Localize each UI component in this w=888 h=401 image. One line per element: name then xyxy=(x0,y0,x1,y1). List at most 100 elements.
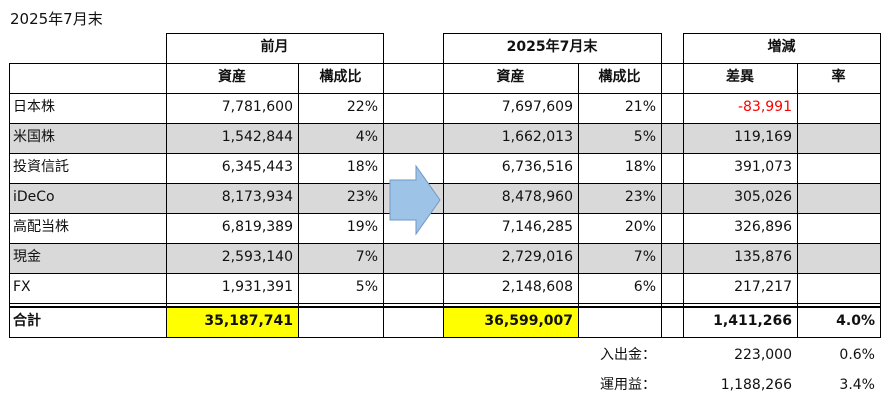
breakdown-value[interactable]: 1,188,266 xyxy=(720,377,792,393)
prev-asset-cell[interactable]: 6,819,389 xyxy=(221,219,293,235)
prev-asset-cell[interactable]: 6,345,443 xyxy=(221,159,293,175)
grid-line xyxy=(797,63,798,338)
subheader-curr-asset[interactable]: 資産 xyxy=(496,69,525,85)
curr-ratio-cell[interactable]: 21% xyxy=(624,99,656,115)
grid-line xyxy=(683,33,881,34)
prev-ratio-cell[interactable]: 5% xyxy=(355,279,378,295)
prev-asset-cell[interactable]: 8,173,934 xyxy=(221,189,293,205)
total-prev-asset[interactable]: 35,187,741 xyxy=(204,313,293,329)
curr-ratio-cell[interactable]: 18% xyxy=(624,159,656,175)
total-highlight xyxy=(444,308,578,337)
total-highlight xyxy=(167,308,298,337)
curr-ratio-cell[interactable]: 7% xyxy=(633,249,656,265)
rate-cell[interactable] xyxy=(797,183,880,213)
grid-line xyxy=(166,33,384,34)
prev-asset-cell[interactable]: 2,593,140 xyxy=(221,249,293,265)
subheader-diff[interactable]: 差異 xyxy=(726,69,754,85)
grid-line xyxy=(9,307,881,308)
grid-line xyxy=(578,63,579,338)
rate-cell[interactable] xyxy=(797,123,880,153)
grid-line xyxy=(443,33,444,64)
breakdown-value[interactable]: 223,000 xyxy=(734,347,792,363)
curr-ratio-cell[interactable]: 23% xyxy=(624,189,656,205)
prev-asset-cell[interactable]: 1,931,391 xyxy=(221,279,293,295)
group-header-curr[interactable]: 2025年7月末 xyxy=(506,39,598,55)
grid-line xyxy=(880,33,881,64)
group-header-change[interactable]: 増減 xyxy=(767,39,796,55)
prev-ratio-cell[interactable]: 18% xyxy=(346,159,378,175)
right-arrow-icon xyxy=(389,164,441,236)
grid-line xyxy=(166,33,167,64)
diff-cell[interactable]: -83,991 xyxy=(737,99,792,115)
curr-asset-cell[interactable]: 2,148,608 xyxy=(501,279,573,295)
prev-ratio-cell[interactable]: 7% xyxy=(355,249,378,265)
grid-line xyxy=(443,33,662,34)
row-label[interactable]: 米国株 xyxy=(13,129,55,145)
group-header-prev[interactable]: 前月 xyxy=(260,39,289,55)
grid-line xyxy=(9,63,881,64)
total-prev-ratio[interactable] xyxy=(298,307,383,337)
breakdown-rate[interactable]: 3.4% xyxy=(839,377,875,393)
curr-asset-cell[interactable]: 7,697,609 xyxy=(501,99,573,115)
curr-asset-cell[interactable]: 7,146,285 xyxy=(501,219,573,235)
grid-line xyxy=(683,33,684,64)
grid-line xyxy=(9,213,881,214)
subheader-prev-asset[interactable]: 資産 xyxy=(218,69,246,85)
grid-line xyxy=(9,303,881,304)
row-label[interactable]: 現金 xyxy=(13,249,41,265)
curr-asset-cell[interactable]: 1,662,013 xyxy=(501,129,573,145)
curr-asset-cell[interactable]: 2,729,016 xyxy=(501,249,573,265)
grid-line xyxy=(9,183,881,184)
prev-ratio-cell[interactable]: 4% xyxy=(355,129,378,145)
diff-cell[interactable]: 305,026 xyxy=(734,189,792,205)
row-label[interactable]: FX xyxy=(13,279,31,295)
total-diff[interactable]: 1,411,266 xyxy=(713,313,792,329)
total-label[interactable]: 合計 xyxy=(13,313,41,329)
grid-line xyxy=(661,63,662,338)
rate-cell[interactable] xyxy=(797,273,880,303)
row-label[interactable]: 投資信託 xyxy=(13,159,69,175)
rate-cell[interactable] xyxy=(797,153,880,183)
curr-asset-cell[interactable]: 6,736,516 xyxy=(501,159,573,175)
grid-line xyxy=(298,63,299,338)
breakdown-label[interactable]: 運用益： xyxy=(600,377,656,393)
row-label[interactable]: iDeCo xyxy=(13,189,55,205)
grid-line xyxy=(9,123,881,124)
prev-asset-cell[interactable]: 7,781,600 xyxy=(221,99,293,115)
row-shading xyxy=(9,183,880,213)
curr-asset-cell[interactable]: 8,478,960 xyxy=(501,189,573,205)
curr-ratio-cell[interactable]: 20% xyxy=(624,219,656,235)
row-shading xyxy=(9,123,880,153)
prev-asset-cell[interactable]: 1,542,844 xyxy=(221,129,293,145)
subheader-curr-ratio[interactable]: 構成比 xyxy=(598,69,641,85)
subheader-prev-ratio[interactable]: 構成比 xyxy=(319,69,362,85)
row-label[interactable]: 日本株 xyxy=(13,99,55,115)
diff-cell[interactable]: 135,876 xyxy=(734,249,792,265)
grid-line xyxy=(683,63,684,338)
prev-ratio-cell[interactable]: 23% xyxy=(346,189,378,205)
grid-line xyxy=(9,63,10,338)
prev-ratio-cell[interactable]: 22% xyxy=(346,99,378,115)
grid-line xyxy=(9,337,881,338)
diff-cell[interactable]: 119,169 xyxy=(734,129,792,145)
row-label[interactable]: 高配当株 xyxy=(13,219,69,235)
curr-ratio-cell[interactable]: 6% xyxy=(633,279,656,295)
diff-cell[interactable]: 326,896 xyxy=(734,219,792,235)
rate-cell[interactable] xyxy=(797,213,880,243)
rate-cell[interactable] xyxy=(797,243,880,273)
grid-line xyxy=(661,33,662,64)
subheader-rate[interactable]: 率 xyxy=(831,69,846,85)
total-curr-asset[interactable]: 36,599,007 xyxy=(484,313,573,329)
curr-ratio-cell[interactable]: 5% xyxy=(633,129,656,145)
grid-line xyxy=(9,93,881,94)
grid-line xyxy=(880,63,881,338)
breakdown-rate[interactable]: 0.6% xyxy=(839,347,875,363)
rate-cell[interactable] xyxy=(797,93,880,123)
grid-line xyxy=(443,63,444,338)
total-curr-ratio[interactable] xyxy=(578,307,661,337)
prev-ratio-cell[interactable]: 19% xyxy=(346,219,378,235)
breakdown-label[interactable]: 入出金： xyxy=(600,347,656,363)
diff-cell[interactable]: 217,217 xyxy=(734,279,792,295)
total-rate[interactable]: 4.0% xyxy=(836,313,875,329)
diff-cell[interactable]: 391,073 xyxy=(734,159,792,175)
